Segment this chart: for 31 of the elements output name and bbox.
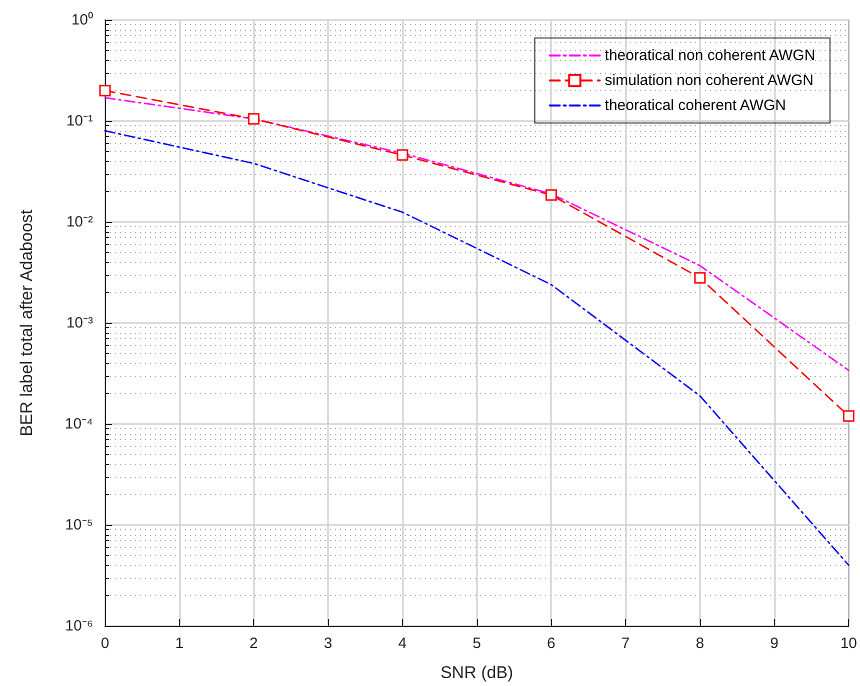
y-tick-label: 10⁻⁵ — [65, 516, 93, 534]
x-tick-label: 2 — [250, 635, 258, 652]
legend-label: theoratical coherent AWGN — [604, 97, 786, 114]
x-tick-label: 3 — [324, 635, 332, 652]
point — [248, 113, 260, 125]
line-series — [104, 130, 850, 566]
line-series — [104, 96, 850, 372]
x-tick-label: 8 — [696, 635, 704, 652]
x-tick-label: 0 — [100, 635, 110, 652]
x-tick-label: 5 — [472, 635, 481, 652]
point — [694, 272, 706, 284]
x-tick-label: 10 — [840, 635, 857, 652]
point — [396, 149, 408, 161]
point — [842, 410, 854, 422]
point — [545, 189, 557, 201]
legend-label: simulation non coherent AWGN — [604, 72, 814, 89]
y-tick-label: 10⁻³ — [66, 314, 93, 332]
x-tick-label: 6 — [547, 635, 556, 652]
point — [99, 84, 111, 96]
y-tick-label: 10⁻⁶ — [65, 618, 93, 634]
y-axis-title: BER label total after Adaboost — [17, 209, 36, 436]
x-tick-label: 4 — [398, 635, 407, 652]
y-tick-label: 10⁻¹ — [66, 112, 93, 130]
x-axis-title: SNR (dB) — [440, 663, 514, 682]
x-tick-label: 1 — [175, 635, 184, 652]
y-tick-label: 10⁻² — [66, 214, 93, 230]
legend-label: theoratical non coherent AWGN — [604, 47, 816, 64]
x-tick-label: 9 — [770, 635, 778, 652]
x-tick-label: 7 — [621, 635, 630, 652]
y-tick-label: 10⁰ — [71, 12, 93, 28]
y-tick-label: 10⁻⁴ — [64, 416, 93, 432]
